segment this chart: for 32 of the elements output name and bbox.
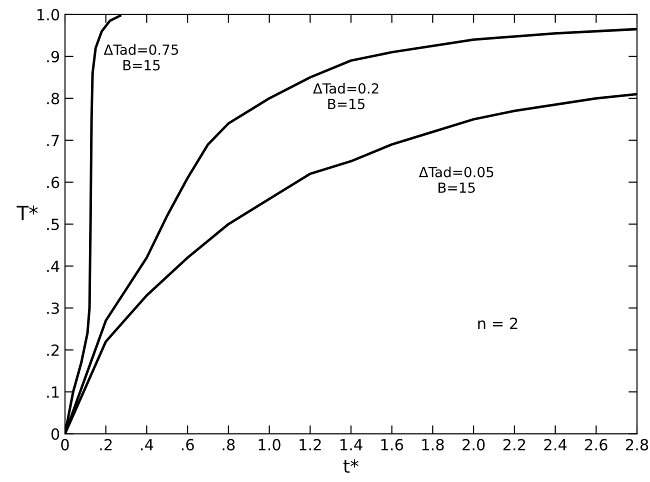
x-tick-label: 2.2 — [503, 438, 526, 450]
x-tick-label: 1.6 — [381, 438, 404, 450]
x-tick-label: 2.0 — [462, 438, 485, 450]
series-label: ΔTad=0.2 B=15 — [313, 82, 378, 110]
x-tick-label: 0 — [61, 438, 69, 450]
x-tick-label: 2.4 — [544, 438, 567, 450]
x-tick-label: .4 — [141, 439, 154, 450]
x-tick-label: 2.6 — [585, 438, 608, 450]
y-tick-label: .6 — [47, 176, 60, 188]
x-tick-label: 1.2 — [300, 438, 321, 450]
x-tick-label: .2 — [100, 438, 112, 450]
y-tick-label: .1 — [47, 386, 59, 398]
y-tick-label: .5 — [47, 218, 59, 230]
series-label: ΔTad=0.75 B=15 — [104, 44, 178, 70]
x-tick-label: .6 — [182, 438, 194, 450]
x-tick-label: 1.8 — [422, 438, 444, 450]
x-tick-label: .8 — [222, 438, 235, 450]
y-tick-label: 1.0 — [38, 8, 60, 20]
y-tick-label: .2 — [47, 344, 59, 356]
x-tick-label: 1.4 — [340, 439, 362, 450]
x-tick-label: 1.0 — [258, 438, 280, 450]
annotation: n = 2 — [478, 318, 518, 329]
y-tick-label: .7 — [47, 134, 59, 146]
x-tick-label: 2.8 — [626, 438, 648, 450]
y-tick-label: .9 — [47, 50, 60, 62]
text: ΔTad=0.05 B=15 — [418, 166, 494, 193]
x-axis-title: t* — [343, 459, 359, 473]
y-tick-label: 0 — [51, 428, 60, 440]
y-tick-label: .4 — [47, 260, 60, 272]
y-tick-label: .3 — [47, 302, 59, 314]
y-tick-label: .8 — [47, 92, 60, 104]
y-axis-title: T* — [16, 206, 38, 220]
